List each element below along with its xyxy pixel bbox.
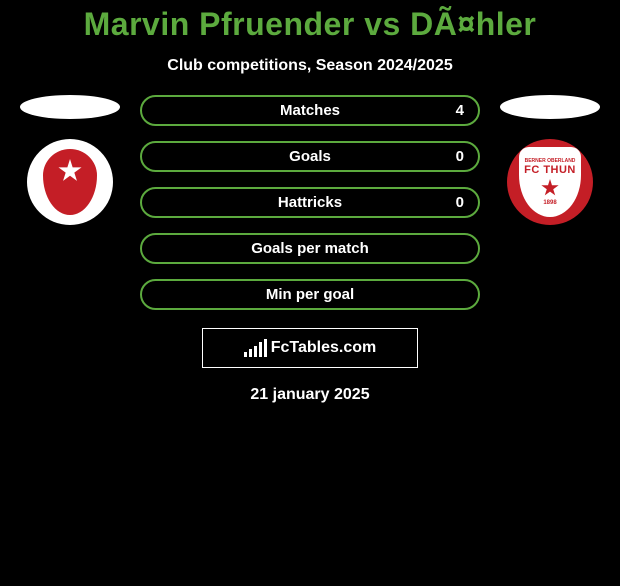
bars-icon bbox=[244, 339, 267, 357]
player-avatar-left bbox=[20, 95, 120, 119]
watermark[interactable]: FcTables.com bbox=[202, 328, 418, 368]
stat-row-goals-per-match: Goals per match bbox=[140, 233, 480, 264]
stat-right-value: 0 bbox=[456, 194, 464, 211]
stat-row-matches: Matches 4 bbox=[140, 95, 480, 126]
shield-icon: BERNER OBERLAND FC THUN 1898 bbox=[519, 147, 581, 217]
stat-label: Goals bbox=[289, 148, 331, 165]
date-label: 21 january 2025 bbox=[0, 386, 620, 404]
club-badge-left bbox=[27, 139, 113, 225]
stat-row-min-per-goal: Min per goal bbox=[140, 279, 480, 310]
watermark-text: FcTables.com bbox=[271, 339, 377, 357]
right-side: BERNER OBERLAND FC THUN 1898 bbox=[500, 95, 600, 225]
badge-line2: FC THUN bbox=[524, 164, 576, 176]
page-title: Marvin Pfruender vs DÃ¤hler bbox=[0, 6, 620, 43]
shield-icon bbox=[43, 149, 97, 215]
club-badge-right: BERNER OBERLAND FC THUN 1898 bbox=[507, 139, 593, 225]
stat-row-hattricks: Hattricks 0 bbox=[140, 187, 480, 218]
stats-column: Matches 4 Goals 0 Hattricks 0 Goals per … bbox=[140, 95, 480, 310]
stat-right-value: 4 bbox=[456, 102, 464, 119]
stat-label: Min per goal bbox=[266, 286, 354, 303]
stat-label: Matches bbox=[280, 102, 340, 119]
content-row: Matches 4 Goals 0 Hattricks 0 Goals per … bbox=[0, 95, 620, 310]
stat-label: Hattricks bbox=[278, 194, 342, 211]
star-icon bbox=[541, 179, 559, 197]
stat-row-goals: Goals 0 bbox=[140, 141, 480, 172]
subtitle: Club competitions, Season 2024/2025 bbox=[0, 57, 620, 75]
player-avatar-right bbox=[500, 95, 600, 119]
stat-label: Goals per match bbox=[251, 240, 369, 257]
badge-year: 1898 bbox=[543, 200, 556, 206]
left-side bbox=[20, 95, 120, 225]
stat-right-value: 0 bbox=[456, 148, 464, 165]
